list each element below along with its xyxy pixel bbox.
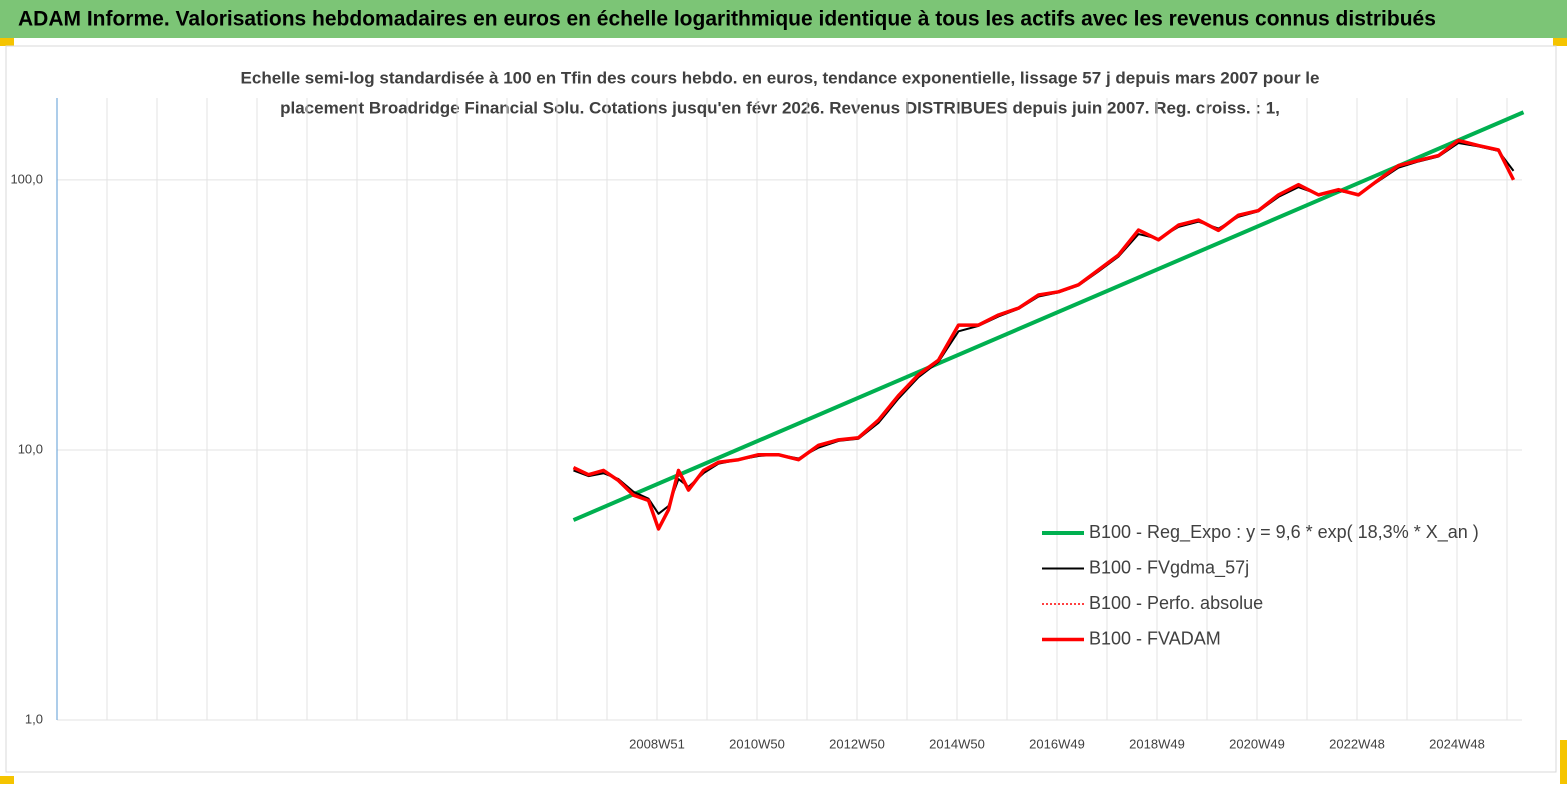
x-tick-label: 2016W49: [1029, 736, 1085, 751]
corner: [1553, 38, 1567, 46]
x-tick-label: 2010W50: [729, 736, 785, 751]
corner: [0, 38, 14, 46]
x-tick-label: 2018W49: [1129, 736, 1185, 751]
chart-border: [5, 45, 1557, 773]
corner: [0, 776, 14, 784]
legend-label: B100 - FVgdma_57j: [1089, 557, 1249, 578]
x-tick-label: 2008W51: [629, 736, 685, 751]
series-line: [572, 110, 1525, 522]
header-bar: [0, 0, 1567, 38]
x-tick-label: 2020W49: [1229, 736, 1285, 751]
x-tick-label: 2024W48: [1429, 736, 1485, 751]
chart-title: Echelle semi-log standardisée à 100 en T…: [241, 68, 1320, 87]
x-tick-label: 2022W48: [1329, 736, 1385, 751]
legend-label: B100 - Perfo. absolue: [1089, 593, 1263, 613]
legend-label: B100 - Reg_Expo : y = 9,6 * exp( 18,3% *…: [1089, 522, 1479, 543]
header-title: ADAM Informe. Valorisations hebdomadaire…: [18, 8, 1436, 31]
chart-title: placement Broadridge Financial Solu. Cot…: [280, 98, 1280, 117]
x-tick-label: 2012W50: [829, 736, 885, 751]
corner: [1560, 740, 1567, 784]
y-tick-label: 100,0: [10, 171, 43, 186]
x-tick-label: 2014W50: [929, 736, 985, 751]
y-tick-label: 1,0: [25, 711, 43, 726]
y-tick-label: 10,0: [18, 441, 43, 456]
series-line: [572, 138, 1516, 531]
legend-label: B100 - FVADAM: [1089, 628, 1221, 648]
